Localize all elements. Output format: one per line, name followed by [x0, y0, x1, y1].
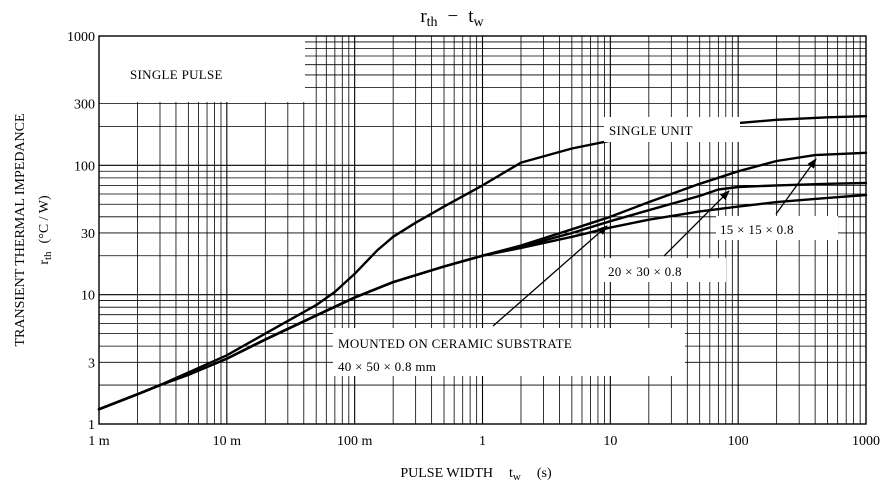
tick-labels: 1 m 10 m 100 m 1 10 100 1000 1 3 10 30 100 300 1000 — [67, 30, 880, 449]
x-tick-label: 1 — [479, 434, 486, 449]
y-axis-label-line1: TRANSIENT THERMAL IMPEDANCE — [13, 113, 28, 346]
y-tick-label: 1 — [88, 418, 95, 433]
y-tick-label: 100 — [74, 159, 95, 174]
title-r-sub: th — [427, 15, 438, 30]
x-tick-label: 100 — [728, 434, 749, 449]
y-tick-label: 1000 — [67, 30, 95, 45]
x-tick-label: 1 m — [88, 434, 110, 449]
x-axis-sub: w — [513, 471, 521, 483]
y-axis-label-line2: rth (°C / W) — [37, 195, 54, 265]
x-axis-unit: (s) — [537, 466, 552, 481]
single-pulse-box — [99, 36, 305, 102]
arrow-20 — [663, 190, 730, 257]
sub15-label: 15 × 15 × 0.8 — [720, 222, 794, 237]
y-tick-label: 30 — [81, 227, 95, 242]
title-t-sub: w — [474, 15, 485, 30]
arrows — [492, 158, 817, 327]
y-tick-label: 3 — [88, 356, 95, 371]
x-tick-label: 10 m — [213, 434, 242, 449]
single-unit-label: SINGLE UNIT — [609, 123, 693, 138]
single-pulse-label: SINGLE PULSE — [130, 67, 223, 82]
y-axis-sub: th — [42, 251, 54, 260]
x-tick-label: 1000 — [852, 434, 880, 449]
sub20-label: 20 × 30 × 0.8 — [608, 264, 682, 279]
y-tick-label: 300 — [74, 98, 95, 113]
x-tick-label: 100 m — [337, 434, 373, 449]
single-unit-box — [604, 117, 740, 142]
mounted-label: MOUNTED ON CERAMIC SUBSTRATE — [338, 336, 572, 351]
title-t: t — [468, 6, 474, 27]
chart-title: rth − tw — [420, 6, 484, 30]
x-axis-label: PULSE WIDTH tw (s) — [400, 466, 552, 483]
y-tick-label: 10 — [81, 289, 95, 304]
sub40-label: 40 × 50 × 0.8 mm — [338, 359, 436, 374]
mounted-box — [333, 328, 685, 376]
series-line-3 — [97, 193, 868, 411]
title-dash: − — [448, 6, 459, 27]
x-axis-text: PULSE WIDTH — [400, 466, 493, 481]
curves — [97, 114, 868, 411]
grid-lines — [99, 36, 866, 424]
y-axis-sym: r — [37, 260, 52, 265]
sub20-box — [604, 258, 726, 282]
title-r: r — [420, 6, 427, 27]
sub15-box — [716, 216, 838, 240]
x-tick-label: 10 — [603, 434, 617, 449]
plot-frame — [98, 35, 867, 425]
y-axis-unit: (°C / W) — [37, 195, 52, 243]
arrow-15 — [775, 158, 817, 215]
x-axis-sym: t — [509, 466, 513, 481]
arrow-40 — [492, 225, 608, 327]
